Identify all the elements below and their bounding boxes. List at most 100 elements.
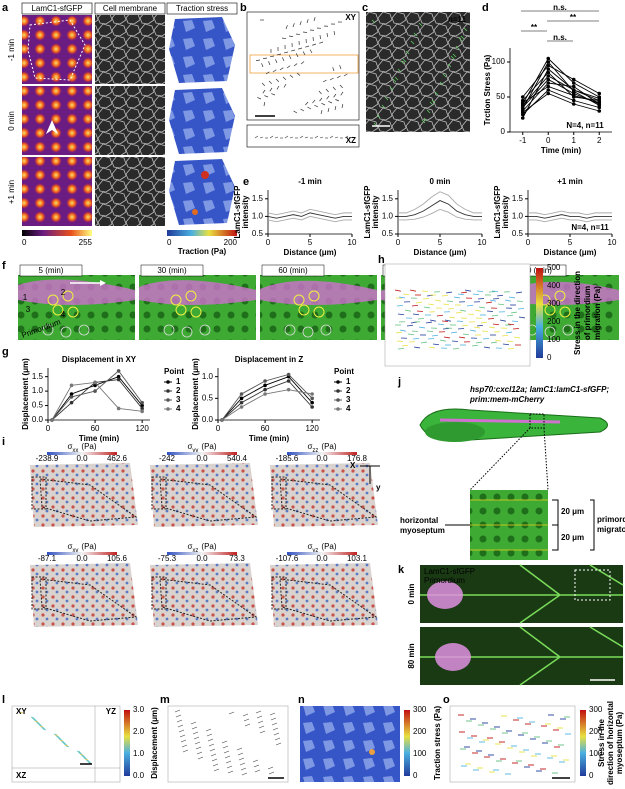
vector [406,324,414,327]
vector [84,758,89,761]
data-point [93,383,97,388]
y-axis-label: LamC1-sfGFP [363,185,372,239]
roi-outline [27,19,86,81]
colorbar-title: Traction (Pa) [178,247,227,256]
chart-title: Displacement in Z [235,355,304,364]
point-label: 2 [61,288,66,297]
map-title-unit: (Pa) [201,542,216,551]
vector [300,108,305,112]
data-point [597,109,602,113]
map-title-sub: xx [72,448,78,454]
vector [381,104,386,109]
primordium [18,279,135,305]
panel-letter: l [2,694,5,706]
data-point [520,100,525,105]
series-line [51,381,143,421]
vector [418,326,425,329]
data-point [310,405,314,409]
y-tick-label: 1.0 [202,372,214,381]
x-tick-label: 0 [216,424,221,433]
point-label: 1 [23,293,28,302]
vector [410,40,415,45]
vector [192,731,199,735]
spacing-label: 20 μm [561,507,584,516]
chart-title: +1 min [557,177,583,186]
vector [434,91,439,96]
vector [284,51,289,54]
map-title-sub: xz [192,548,198,554]
vector [423,117,428,122]
roi-outline [279,578,378,622]
legend-marker [166,380,170,384]
data-point [50,418,54,422]
vector [212,763,219,767]
vector [319,136,324,139]
image [95,157,165,226]
vector [305,45,310,48]
view-label: XZ [346,136,356,145]
colorbar-label: 0 [547,353,552,362]
vector [429,319,436,322]
vector [439,81,444,86]
reference-point [284,324,296,336]
legend-marker [166,398,170,402]
colorbar-label: 0.0 [76,454,88,463]
vector [343,73,348,77]
vector [274,136,279,139]
colorbar-label: 100 [413,749,427,758]
frame [384,263,531,367]
legend-label: 2 [346,386,351,395]
vector [396,304,404,307]
vector [39,725,44,728]
vector [427,303,435,306]
colorbar-label: 3.0 [133,705,145,714]
legend-marker [336,407,340,411]
series-line [221,376,313,421]
data-point [286,379,291,383]
data-point [263,383,267,388]
x-tick-label: 1 [572,136,577,145]
data-point [520,116,525,120]
series-line [528,210,612,216]
vector [63,743,68,746]
vector [402,293,410,296]
vector [259,136,264,139]
tracked-point [554,290,566,302]
vector [286,65,291,69]
vector [445,291,452,294]
traction-map [169,17,235,83]
vector [256,715,263,719]
data-point [286,387,291,392]
x-tick-label: 60 [261,424,270,433]
vector [65,745,70,748]
vector [402,58,407,63]
vector [395,331,402,334]
vector [460,35,465,40]
vector [411,304,419,307]
colorbar-label: 500 [547,263,561,272]
vector [197,756,204,760]
vector [339,84,343,89]
data-point [93,380,97,385]
vector [437,323,445,326]
x-tick-label: 10 [608,238,617,247]
panel-letter: e [243,176,249,188]
point-label: 3 [26,305,31,314]
vector [223,750,230,754]
hotspot [192,209,198,215]
colorbar-label: 0 [167,238,172,247]
septum-label: myoseptum [400,526,445,535]
vector [320,110,323,115]
vector [86,760,91,763]
y-tick-label: 100 [492,57,506,66]
vector [272,69,277,73]
vector [196,751,203,755]
vector [277,53,282,56]
x-axis-label: Distance (μm) [414,248,467,257]
x-tick-label: 60 [91,424,100,433]
colorbar-label: 0 [589,771,594,780]
colorbar [167,230,237,236]
vector [504,299,511,302]
vector [467,313,475,316]
